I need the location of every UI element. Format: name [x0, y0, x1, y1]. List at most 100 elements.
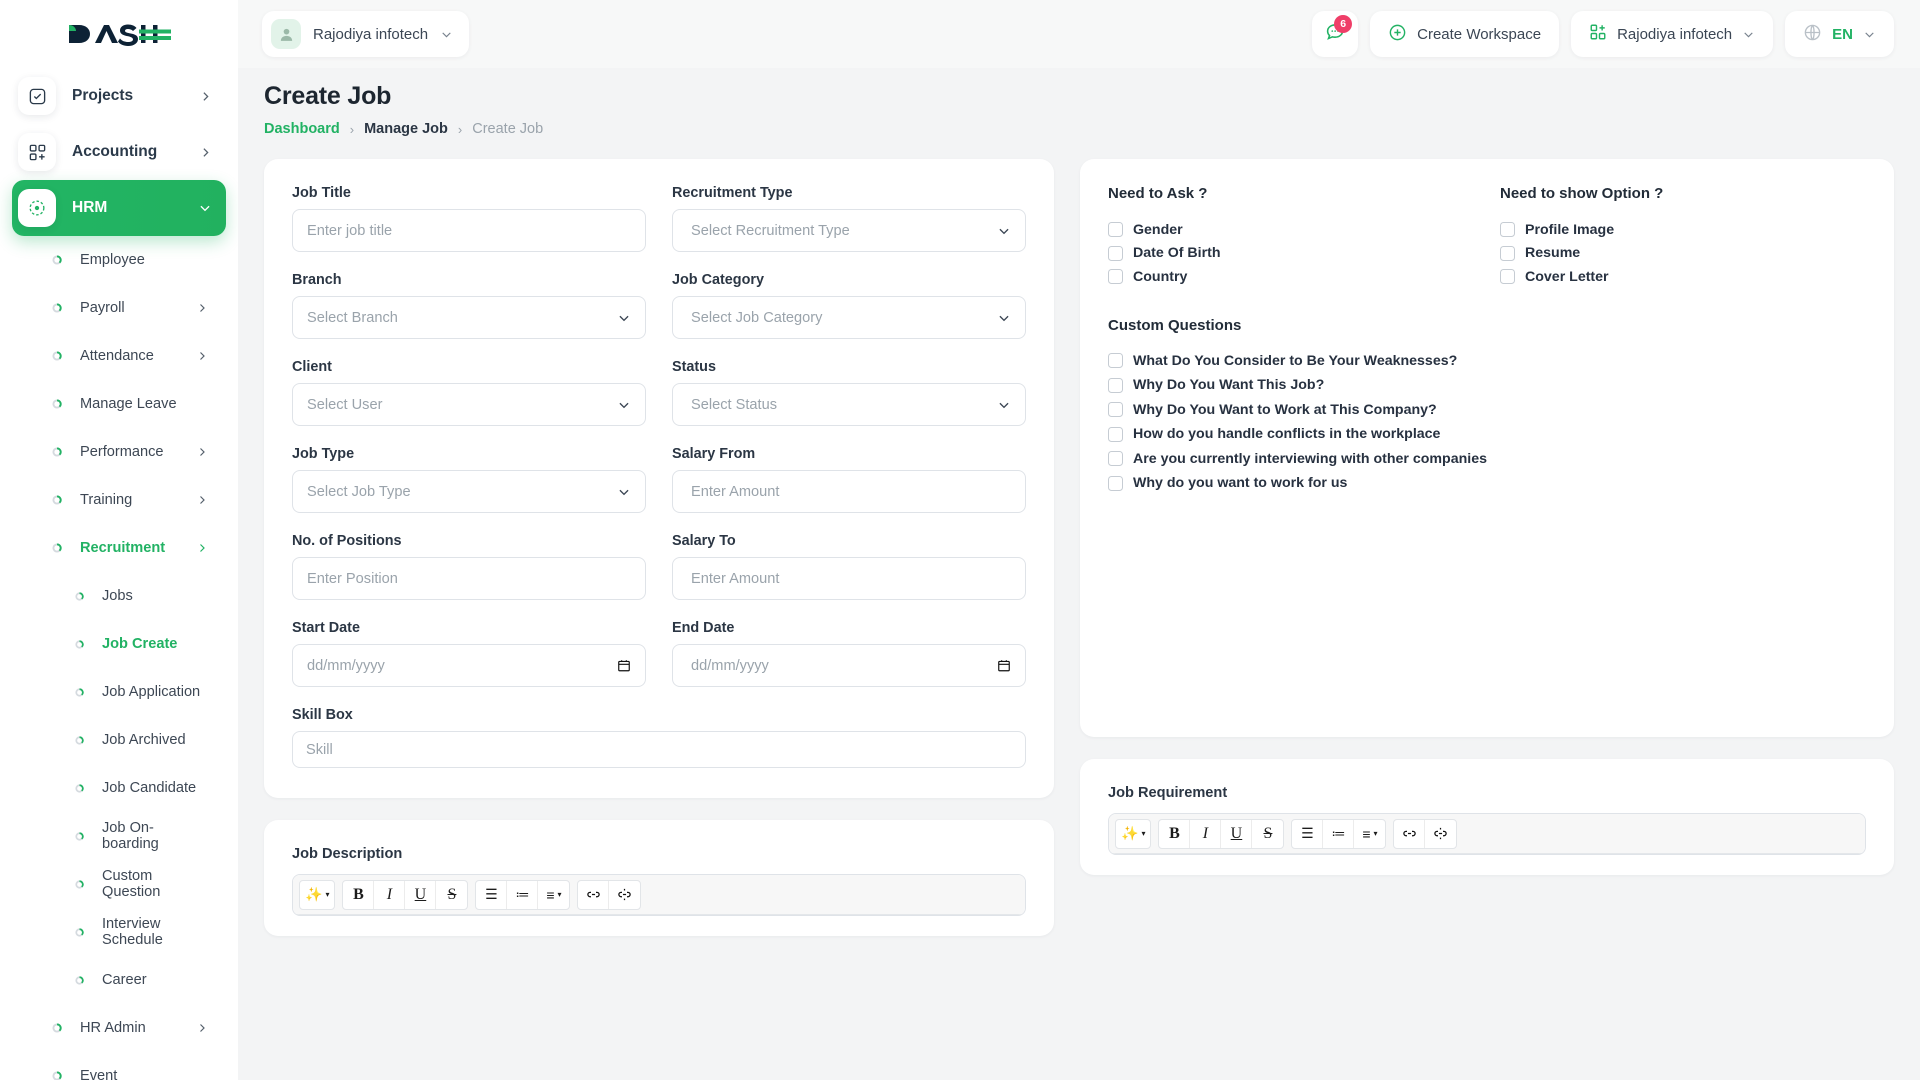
strikethrough-icon[interactable]: S	[1263, 824, 1273, 842]
sidebar-item-interview-schedule[interactable]: Interview Schedule	[12, 908, 226, 956]
sidebar-subitem-label: Custom Question	[102, 868, 161, 900]
sidebar-item-payroll[interactable]: Payroll	[12, 284, 226, 332]
checkbox-icon[interactable]	[1108, 377, 1123, 393]
magic-wand-icon[interactable]: ✨ ▾	[1121, 825, 1146, 841]
field-label: Job Title	[292, 185, 351, 201]
sidebar-item-training[interactable]: Training	[12, 476, 226, 524]
checkbox-icon[interactable]	[1108, 402, 1123, 418]
italic-icon[interactable]: I	[1190, 819, 1222, 848]
sidebar-item-jobs[interactable]: Jobs	[12, 572, 226, 620]
sidebar-item-employee[interactable]: Employee	[12, 236, 226, 284]
positions-input[interactable]: Enter Position	[292, 557, 646, 600]
sidebar-item-manage-leave[interactable]: Manage Leave	[12, 380, 226, 428]
checkbox-question-conflicts[interactable]: How do you handle conflicts in the workp…	[1108, 422, 1866, 447]
ring-bullet-icon	[74, 735, 84, 745]
branch-select[interactable]: Select Branch	[292, 296, 646, 339]
underline-icon[interactable]: U	[405, 880, 437, 909]
job-type-select[interactable]: Select Job Type	[292, 470, 646, 513]
left-column: Job Title Enter job title Recruitment Ty…	[264, 159, 1054, 936]
workspace-switcher[interactable]: Rajodiya infotech	[262, 11, 470, 57]
recruitment-type-select[interactable]: Select Recruitment Type	[672, 209, 1026, 252]
client-select[interactable]: Select User	[292, 383, 646, 426]
breadcrumb-manage-job[interactable]: Manage Job	[364, 121, 448, 137]
checkbox-icon[interactable]	[1108, 245, 1123, 261]
checkbox-profile-image[interactable]: Profile Image	[1500, 218, 1866, 242]
sidebar-item-job-onboarding[interactable]: Job On-boarding	[12, 812, 226, 860]
calendar-icon[interactable]	[617, 658, 631, 673]
calendar-icon[interactable]	[997, 658, 1011, 673]
checkbox-question-interviewing-others[interactable]: Are you currently interviewing with othe…	[1108, 447, 1866, 472]
align-icon[interactable]: ≡ ▾	[546, 886, 562, 903]
checkbox-question-weaknesses[interactable]: What Do You Consider to Be Your Weakness…	[1108, 349, 1866, 374]
messages-badge: 6	[1334, 15, 1353, 33]
status-select[interactable]: Select Status	[672, 383, 1026, 426]
underline-icon[interactable]: U	[1221, 819, 1253, 848]
checkbox-question-work-at-company[interactable]: Why Do You Want to Work at This Company?	[1108, 398, 1866, 423]
sidebar-item-label: HRM	[72, 199, 108, 216]
checkbox-date-of-birth[interactable]: Date Of Birth	[1108, 242, 1474, 266]
sidebar-item-career[interactable]: Career	[12, 956, 226, 1004]
italic-icon[interactable]: I	[374, 880, 406, 909]
sidebar-item-custom-question[interactable]: Custom Question	[12, 860, 226, 908]
field-skill-box: Skill Box Skill	[292, 707, 1026, 768]
job-requirement-editor[interactable]: ✨ ▾ B I U S ☰ ≔ ≡ ▾	[1108, 813, 1866, 855]
numbered-list-icon[interactable]: ≔	[507, 880, 539, 909]
sidebar-item-attendance[interactable]: Attendance	[12, 332, 226, 380]
sidebar-item-job-create[interactable]: Job Create	[12, 620, 226, 668]
link-icon[interactable]	[578, 880, 610, 909]
job-description-editor[interactable]: ✨ ▾ B I U S ☰ ≔ ≡ ▾	[292, 874, 1026, 916]
bold-icon[interactable]: B	[343, 880, 375, 909]
create-workspace-button[interactable]: Create Workspace	[1370, 11, 1560, 57]
checkbox-icon[interactable]	[1108, 451, 1123, 467]
messages-button[interactable]: 6	[1312, 11, 1359, 57]
strikethrough-icon[interactable]: S	[447, 885, 457, 903]
checkbox-icon[interactable]	[1500, 269, 1515, 285]
ask-options-grid: Need to Ask ? Gender Date Of Birth	[1108, 185, 1866, 289]
skill-input[interactable]: Skill	[292, 731, 1026, 768]
salary-to-input[interactable]: Enter Amount	[672, 557, 1026, 600]
bold-icon[interactable]: B	[1159, 819, 1191, 848]
sidebar-item-hrm[interactable]: HRM	[12, 180, 226, 236]
checkbox-icon[interactable]	[1108, 353, 1123, 369]
sidebar-item-job-candidate[interactable]: Job Candidate	[12, 764, 226, 812]
unlink-icon[interactable]	[609, 881, 640, 909]
breadcrumb-dashboard[interactable]: Dashboard	[264, 121, 340, 137]
checkbox-icon[interactable]	[1108, 475, 1123, 491]
numbered-list-icon[interactable]: ≔	[1323, 819, 1355, 848]
bullet-list-icon[interactable]: ☰	[476, 880, 508, 909]
checkbox-resume[interactable]: Resume	[1500, 242, 1866, 266]
sidebar-item-projects[interactable]: Projects	[12, 68, 226, 124]
sidebar-item-accounting[interactable]: Accounting	[12, 124, 226, 180]
job-category-select[interactable]: Select Job Category	[672, 296, 1026, 339]
checkbox-cover-letter[interactable]: Cover Letter	[1500, 265, 1866, 289]
checkbox-gender[interactable]: Gender	[1108, 218, 1474, 242]
magic-wand-icon[interactable]: ✨ ▾	[305, 886, 330, 902]
end-date-input[interactable]: dd/mm/yyyy	[672, 644, 1026, 687]
custom-questions-title: Custom Questions	[1108, 316, 1242, 334]
unlink-icon[interactable]	[1425, 820, 1456, 848]
job-title-input[interactable]: Enter job title	[292, 209, 646, 252]
checkbox-icon[interactable]	[1108, 222, 1123, 238]
checkbox-icon[interactable]	[1500, 245, 1515, 261]
field-status: Status Select Status	[672, 359, 1026, 426]
checkbox-icon[interactable]	[1108, 269, 1123, 285]
sidebar-item-job-application[interactable]: Job Application	[12, 668, 226, 716]
sidebar-item-recruitment[interactable]: Recruitment	[12, 524, 226, 572]
checkbox-icon[interactable]	[1108, 426, 1123, 442]
start-date-input[interactable]: dd/mm/yyyy	[292, 644, 646, 687]
checkbox-country[interactable]: Country	[1108, 265, 1474, 289]
checkbox-question-work-for-us[interactable]: Why do you want to work for us	[1108, 471, 1866, 496]
brand-logo[interactable]	[0, 0, 238, 68]
link-icon[interactable]	[1394, 819, 1426, 848]
sidebar-item-hr-admin[interactable]: HR Admin	[12, 1004, 226, 1052]
salary-from-input[interactable]: Enter Amount	[672, 470, 1026, 513]
checkbox-question-want-this-job[interactable]: Why Do You Want This Job?	[1108, 373, 1866, 398]
sidebar-item-performance[interactable]: Performance	[12, 428, 226, 476]
language-switcher[interactable]: EN	[1785, 11, 1894, 57]
sidebar-item-job-archived[interactable]: Job Archived	[12, 716, 226, 764]
bullet-list-icon[interactable]: ☰	[1292, 819, 1324, 848]
align-icon[interactable]: ≡ ▾	[1362, 825, 1378, 842]
checkbox-icon[interactable]	[1500, 222, 1515, 238]
sidebar-item-event[interactable]: Event	[12, 1052, 226, 1080]
company-switcher[interactable]: Rajodiya infotech	[1571, 11, 1774, 57]
